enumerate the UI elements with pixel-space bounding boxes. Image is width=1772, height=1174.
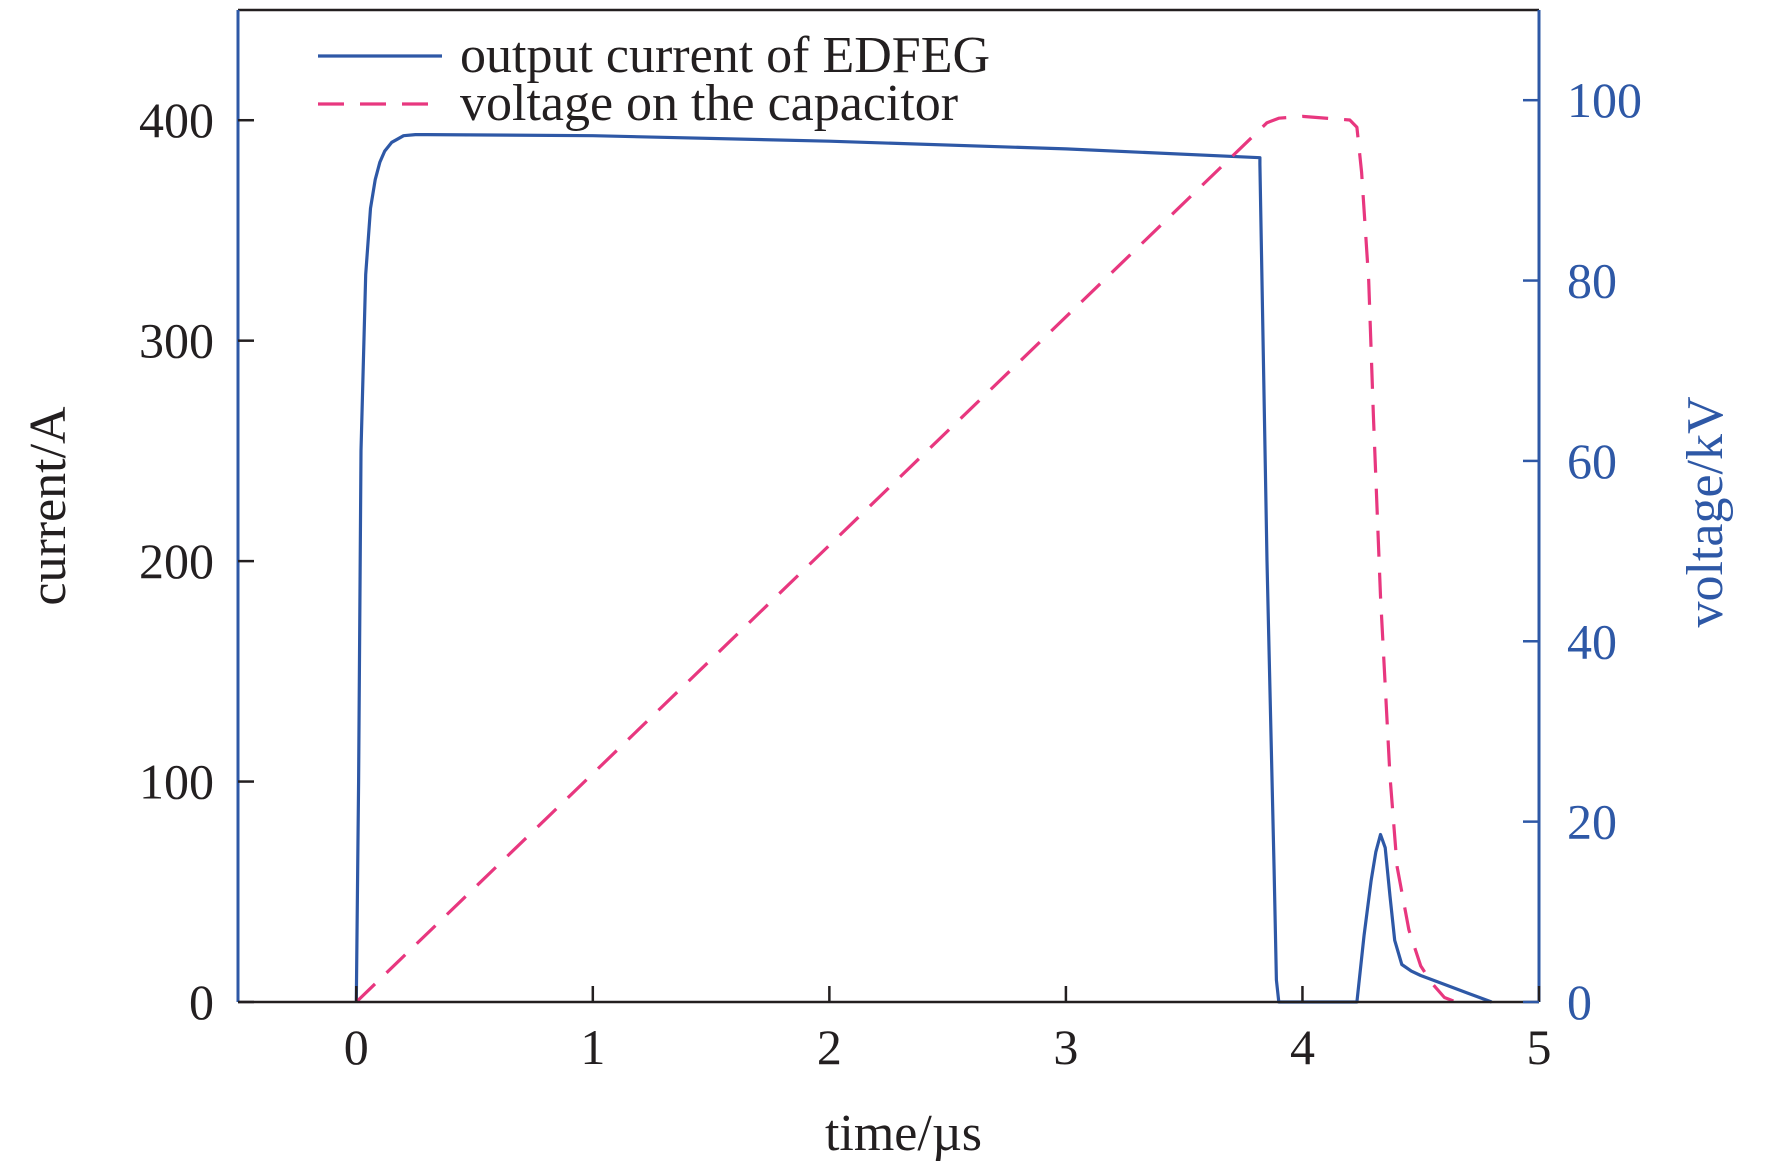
x-tick-label: 2 xyxy=(817,1019,842,1075)
axes: 0 1 2 3 4 50100200300400020406080100time/µscu… xyxy=(20,8,1734,1162)
y-left-tick-label: 300 xyxy=(139,313,214,369)
y-left-tick-label: 200 xyxy=(139,533,214,589)
y-left-tick-label: 400 xyxy=(139,92,214,148)
series-line-current xyxy=(354,133,1493,1004)
x-tick-label: 1 xyxy=(580,1019,605,1075)
y-right-tick-label: 60 xyxy=(1567,433,1617,489)
y-right-tick-label: 0 xyxy=(1567,974,1592,1030)
y-right-tick-label: 80 xyxy=(1567,253,1617,309)
x-tick-label: 5 xyxy=(1527,1019,1552,1075)
y-axis-right-title: voltage/kV xyxy=(1677,396,1734,627)
x-tick-label: 4 xyxy=(1290,1019,1315,1075)
plot-area xyxy=(354,114,1493,1004)
legend-label: voltage on the capacitor xyxy=(460,75,958,132)
x-axis-title: time/µs xyxy=(825,1105,982,1162)
legend-label: output current of EDFEG xyxy=(460,27,990,84)
x-tick-label: 0 xyxy=(344,1019,369,1075)
x-tick-label: 3 xyxy=(1053,1019,1078,1075)
y-left-tick-label: 100 xyxy=(139,754,214,810)
series-line-voltage xyxy=(355,114,1457,1004)
y-right-tick-label: 20 xyxy=(1567,794,1617,850)
y-left-tick-label: 0 xyxy=(189,974,214,1030)
y-right-tick-label: 40 xyxy=(1567,613,1617,669)
y-right-tick-label: 100 xyxy=(1567,72,1642,128)
y-axis-left-title: current/A xyxy=(20,406,77,606)
